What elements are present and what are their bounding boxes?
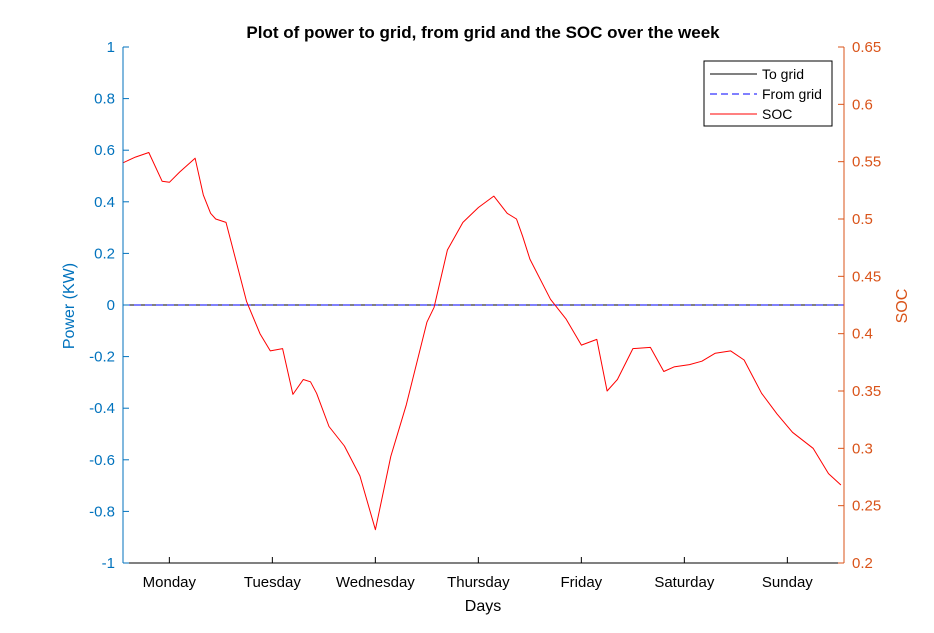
y-left-tick-label: 0 [107,297,115,314]
axes: 1 0.8 0.6 0.4 0.2 0 -0.2 -0.4 -0.6 -0.8 -1 0.65 0.6 0… [89,39,881,591]
y-left-tick-label: -0.2 [89,349,115,366]
x-tick-label: Saturday [654,574,715,591]
y-left-tick-label: 0.2 [94,245,115,262]
chart-title: Plot of power to grid, from grid and the… [246,23,720,42]
y-left-tick-label: -0.8 [89,503,115,520]
y-right-tick-label: 0.35 [852,383,881,400]
y-right-tick-label: 0.6 [852,96,873,113]
y-right-tick-label: 0.25 [852,498,881,515]
x-axis-label: Days [465,598,501,615]
y-right-tick-label: 0.4 [852,326,873,343]
y-left-tick-label: 0.4 [94,194,115,211]
y-left-tick-label: 0.8 [94,91,115,108]
y-right-tick-label: 0.3 [852,440,873,457]
x-tick-label: Tuesday [244,574,301,591]
series-soc-line [122,152,842,531]
y-left-tick-label: 1 [107,39,115,56]
y-right-tick-label: 0.2 [852,555,873,572]
plot-area [122,152,844,531]
x-tick-label: Friday [561,574,603,591]
y-right-tick-label: 0.5 [852,211,873,228]
x-tick-label: Monday [143,574,197,591]
y-left-tick-label: -0.6 [89,452,115,469]
legend-label-from-grid: From grid [762,86,822,102]
legend: To grid From grid SOC [703,60,833,127]
x-tick-label: Wednesday [336,574,415,591]
x-tick-label: Sunday [762,574,813,591]
y-right-tick-label: 0.65 [852,39,881,56]
x-tick-label: Thursday [447,574,510,591]
legend-label-to-grid: To grid [762,66,804,82]
y-right-tick-label: 0.55 [852,154,881,171]
y-left-tick-label: -0.4 [89,400,115,417]
y-axis-left-label: Power (KW) [61,263,78,349]
legend-label-soc: SOC [762,106,792,122]
y-axis-right-label: SOC [894,289,911,324]
y-left-tick-label: 0.6 [94,142,115,159]
y-left-tick-label: -1 [102,555,115,572]
y-right-tick-label: 0.45 [852,268,881,285]
